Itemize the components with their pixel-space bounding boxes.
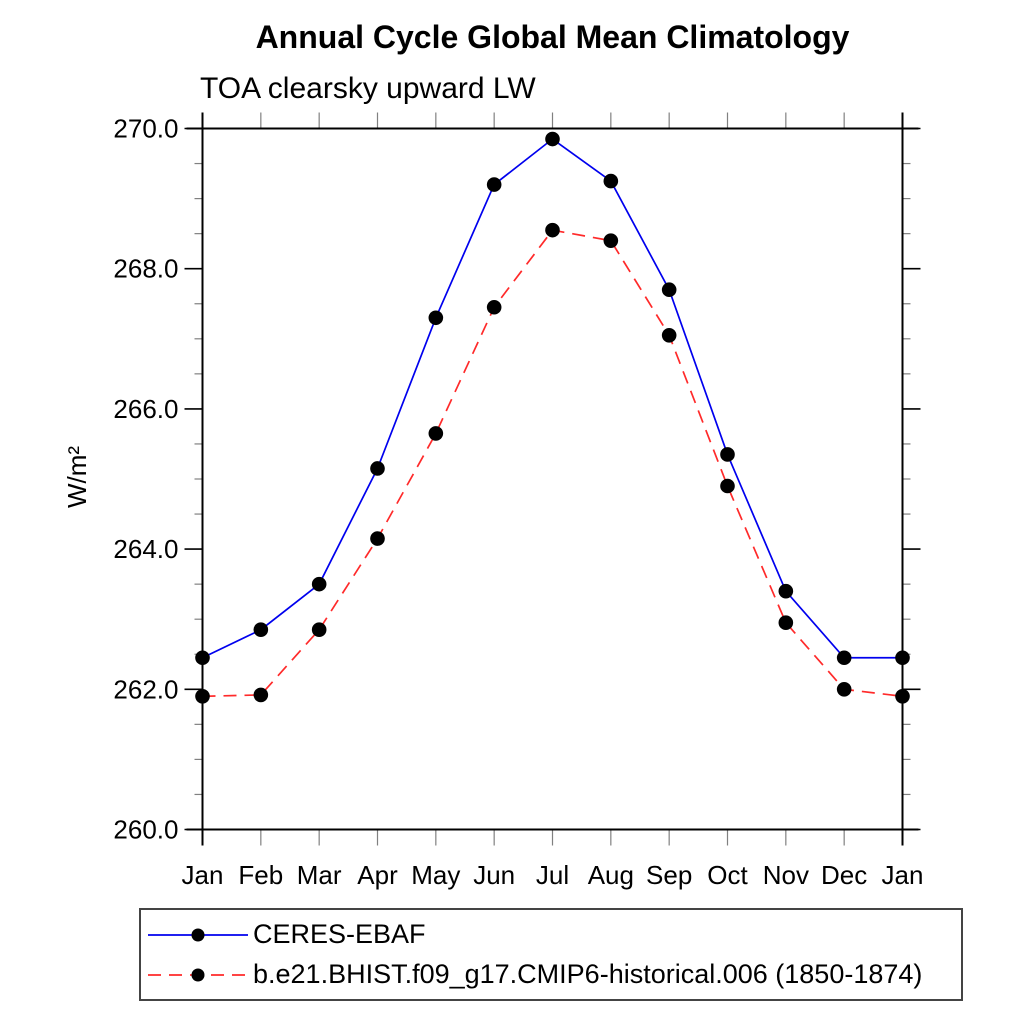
y-tick-label: 268.0	[113, 254, 178, 284]
data-point-marker	[895, 689, 910, 704]
legend-marker-sample	[191, 928, 205, 941]
y-tick-label: 266.0	[113, 394, 178, 424]
x-tick-label: Sep	[646, 860, 692, 890]
x-tick-label: Dec	[821, 860, 867, 890]
data-point-marker	[778, 583, 794, 599]
x-tick-label: Oct	[707, 860, 748, 890]
x-tick-label: Jun	[473, 860, 515, 890]
data-point-marker	[428, 426, 444, 441]
data-point-marker	[486, 299, 502, 315]
data-point-marker	[603, 173, 619, 189]
data-point-marker	[720, 478, 735, 494]
series-line-1	[202, 229, 903, 698]
legend-item-0: CERES-EBAF	[146, 919, 961, 950]
x-tick-label: Nov	[763, 860, 809, 890]
data-point-marker	[661, 327, 677, 343]
data-point-marker	[311, 622, 327, 638]
x-tick-label: Feb	[238, 860, 283, 890]
data-point-marker	[603, 233, 619, 248]
y-tick-label: 262.0	[113, 674, 178, 704]
legend-label-1: b.e21.BHIST.f09_g17.CMIP6-historical.006…	[253, 959, 923, 989]
data-point-marker	[720, 447, 735, 462]
y-tick-label: 264.0	[113, 534, 178, 564]
data-point-marker	[895, 650, 910, 666]
data-point-marker	[545, 131, 560, 147]
data-point-marker	[370, 531, 385, 546]
legend-box: CERES-EBAF b.e21.BHIST.f09_g17.CMIP6-hist…	[139, 908, 963, 1001]
data-point-marker	[253, 622, 269, 638]
data-point-marker	[195, 650, 210, 666]
y-tick-label: 270.0	[113, 114, 178, 144]
data-point-marker	[195, 689, 210, 704]
x-tick-label: Mar	[297, 860, 342, 890]
data-point-marker	[778, 615, 794, 631]
chart-subtitle: TOA clearsky upward LW	[200, 72, 536, 105]
legend-swatch-1	[148, 968, 248, 981]
x-tick-label: Jan	[182, 860, 224, 890]
data-point-marker	[486, 177, 502, 192]
x-tick-label: May	[411, 860, 460, 890]
legend-marker-sample	[191, 968, 205, 981]
legend-item-1: b.e21.BHIST.f09_g17.CMIP6-historical.006…	[146, 959, 961, 990]
chart-title: Annual Cycle Global Mean Climatology	[255, 19, 850, 55]
legend-label-0: CERES-EBAF	[253, 919, 426, 949]
data-point-marker	[545, 222, 560, 238]
x-tick-label: Apr	[357, 860, 398, 890]
data-point-marker	[836, 650, 852, 666]
x-tick-label: Jan	[882, 860, 924, 890]
x-tick-label: Aug	[588, 860, 634, 890]
data-point-marker	[428, 310, 444, 326]
data-point-marker	[253, 687, 269, 703]
y-tick-label: 260.0	[113, 815, 178, 845]
data-point-marker	[370, 461, 385, 476]
legend-swatch-0	[148, 928, 248, 941]
data-point-marker	[311, 576, 327, 592]
x-tick-label: Jul	[536, 860, 569, 890]
series-line-0	[202, 137, 903, 659]
data-point-marker	[836, 682, 852, 697]
data-point-marker	[661, 282, 677, 298]
